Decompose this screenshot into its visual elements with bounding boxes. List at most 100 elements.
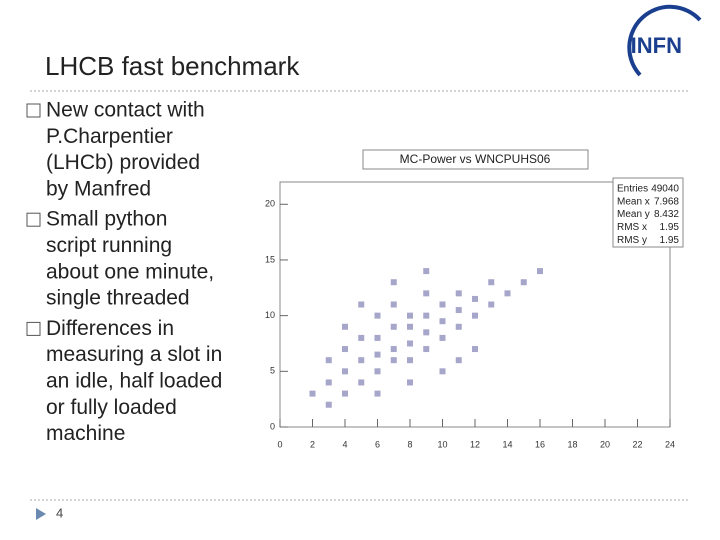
point (488, 279, 495, 286)
point (342, 390, 348, 397)
point (439, 301, 446, 308)
x-tick-label: 18 (567, 439, 577, 449)
point (455, 357, 462, 364)
point (423, 312, 430, 319)
bullet-text: or fully loaded (46, 396, 177, 419)
point (390, 346, 397, 353)
point (472, 346, 478, 353)
y-tick-label: 20 (265, 199, 275, 209)
bullet-text: about one minute, (46, 260, 214, 283)
bullet-text: an idle, half loaded (46, 370, 222, 393)
stats-value: 1.95 (660, 222, 680, 233)
point (342, 346, 348, 353)
point (390, 301, 397, 308)
plot-frame (279, 181, 671, 428)
y-tick-label: 15 (265, 254, 275, 264)
point (358, 357, 365, 364)
point (358, 334, 365, 341)
page-number: 4 (56, 505, 63, 520)
point (407, 357, 413, 364)
point (407, 379, 413, 386)
point (390, 323, 397, 330)
point (423, 268, 430, 275)
bullet-text: machine (46, 422, 125, 445)
stats-label: Entries (617, 184, 648, 195)
point (374, 312, 381, 319)
point (423, 346, 430, 353)
stats-value: 8.432 (654, 209, 679, 220)
point (325, 357, 332, 364)
point (342, 368, 348, 375)
slide-title: LHCB fast benchmark (45, 51, 300, 81)
logo-arc (627, 4, 702, 77)
point (455, 307, 462, 314)
bullet-text: P.Charpentier (46, 125, 173, 148)
bullet-text: Differences in (46, 317, 174, 340)
stats-value: 1.95 (660, 235, 680, 246)
stats-label: RMS x (617, 222, 647, 233)
stats-value: 49040 (651, 184, 679, 195)
bullet-text: New contact with (46, 99, 205, 122)
point (407, 312, 413, 319)
x-tick-label: 12 (470, 439, 480, 449)
bullet-text: single threaded (46, 287, 190, 310)
point (374, 390, 381, 397)
point (342, 323, 348, 330)
point (455, 323, 462, 330)
x-tick-label: 0 (277, 439, 282, 449)
point (504, 290, 511, 297)
point (374, 334, 381, 341)
x-tick-label: 4 (342, 439, 347, 449)
bullet-text: Small python (46, 208, 167, 231)
chart-title-box (362, 149, 589, 170)
x-tick-label: 6 (375, 439, 380, 449)
chart-title: MC-Power vs WNCPUHS06 (400, 152, 551, 166)
bullet-text: by Manfred (46, 177, 151, 200)
point (309, 390, 316, 397)
point (537, 268, 543, 275)
y-tick-label: 5 (270, 366, 275, 376)
x-tick-label: 2 (310, 439, 315, 449)
point (358, 379, 365, 386)
stats-value: 7.968 (654, 196, 679, 207)
bullet-box (26, 103, 41, 118)
bullet-text: (LHCb) provided (46, 151, 200, 174)
point (423, 290, 430, 297)
bullet-box (26, 212, 41, 227)
x-tick-label: 22 (632, 439, 642, 449)
point (455, 290, 462, 297)
point (439, 318, 446, 325)
bullet-text: script running (46, 234, 172, 257)
point (390, 279, 397, 286)
x-tick-label: 14 (502, 439, 512, 449)
x-tick-label: 16 (535, 439, 545, 449)
y-tick-label: 10 (265, 310, 275, 320)
point (488, 301, 495, 308)
stats-label: RMS y (617, 235, 647, 246)
stats-box (612, 177, 684, 248)
point (325, 401, 332, 408)
y-tick-label: 0 (270, 421, 275, 431)
stats-label: Mean y (617, 209, 650, 220)
point (423, 329, 430, 336)
point (374, 368, 381, 375)
point (439, 334, 446, 341)
x-tick-label: 8 (407, 439, 412, 449)
bullet-text: measuring a slot in (46, 343, 222, 366)
point (358, 301, 365, 308)
point (407, 340, 413, 347)
point (439, 368, 446, 375)
point (374, 351, 381, 358)
x-tick-label: 20 (600, 439, 610, 449)
stats-label: Mean x (617, 196, 650, 207)
x-tick-label: 24 (665, 439, 675, 449)
bullet-box (26, 321, 41, 336)
point (472, 295, 478, 302)
point (390, 357, 397, 364)
point (472, 312, 478, 319)
point (520, 279, 527, 286)
x-tick-label: 10 (437, 439, 447, 449)
point (325, 379, 332, 386)
footer-marker (36, 508, 46, 520)
